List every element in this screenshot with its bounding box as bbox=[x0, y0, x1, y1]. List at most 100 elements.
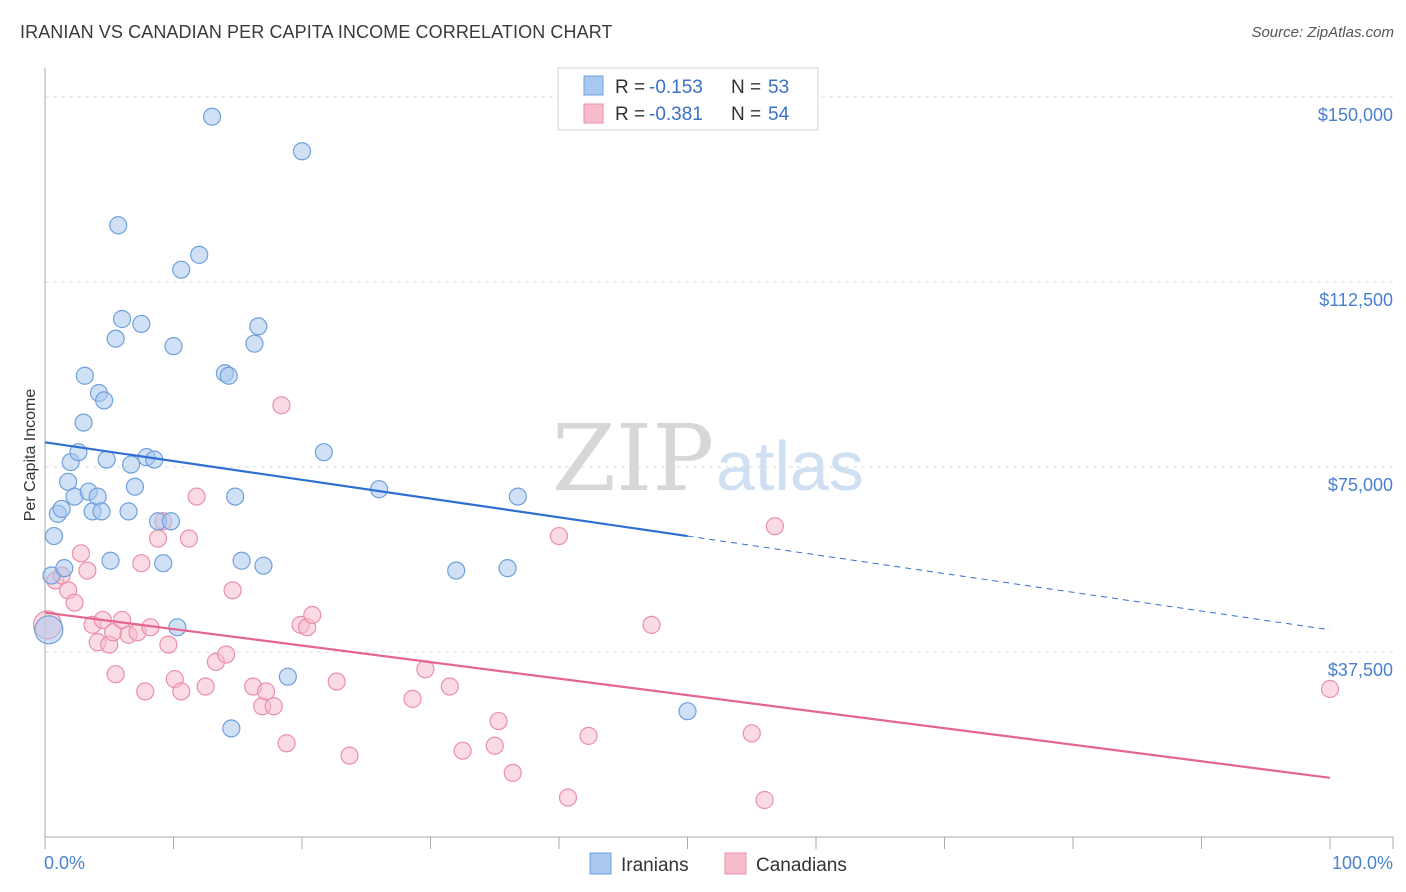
iranian-point-41 bbox=[232, 551, 251, 570]
iranian-point-42 bbox=[245, 334, 264, 353]
iranian-point-34 bbox=[172, 260, 191, 279]
canadian-point-47 bbox=[503, 763, 522, 782]
iranian-point-46 bbox=[292, 142, 312, 161]
iranian-point-43 bbox=[249, 317, 268, 336]
iranian-point-32 bbox=[164, 337, 183, 356]
iranian-point-19 bbox=[101, 551, 120, 570]
iranian-point-5 bbox=[55, 559, 74, 578]
iranian-point-0 bbox=[34, 615, 64, 645]
bottom-legend: Iranians Canadians bbox=[589, 852, 847, 876]
iranian-point-36 bbox=[202, 107, 222, 126]
legend-n-value-2: 54 bbox=[768, 104, 790, 125]
chart-title: IRANIAN VS CANADIAN PER CAPITA INCOME CO… bbox=[20, 22, 613, 42]
iranian-trend-extension bbox=[687, 535, 1331, 631]
canadian-point-4 bbox=[65, 593, 84, 612]
data-points bbox=[32, 107, 1340, 810]
iranian-point-50 bbox=[498, 559, 517, 578]
legend-n-label-2: N = bbox=[731, 104, 761, 125]
iranian-point-49 bbox=[447, 561, 466, 580]
iranian-point-21 bbox=[109, 216, 128, 235]
iranian-point-22 bbox=[112, 309, 132, 329]
iranian-point-51 bbox=[508, 487, 527, 506]
iranian-point-16 bbox=[92, 502, 111, 521]
iranian-point-23 bbox=[119, 502, 138, 521]
canadian-point-33 bbox=[264, 697, 283, 716]
canadian-point-44 bbox=[453, 741, 472, 760]
iranian-point-38 bbox=[219, 366, 238, 385]
legend-r-label-2: R = bbox=[615, 104, 645, 125]
iranian-point-4 bbox=[52, 499, 71, 519]
canadian-point-46 bbox=[489, 711, 508, 731]
trend-lines bbox=[44, 441, 1331, 779]
legend-r-value-2: -0.381 bbox=[649, 104, 703, 125]
x-tick-label-0: 0.0% bbox=[44, 853, 85, 873]
y-tick-label-2: $112,500 bbox=[1319, 290, 1393, 310]
iranian-point-47 bbox=[314, 443, 333, 462]
watermark-atlas: atlas bbox=[716, 427, 864, 505]
iranian-point-35 bbox=[190, 245, 209, 264]
legend-r-value-1: -0.153 bbox=[649, 77, 703, 98]
canadian-point-6 bbox=[78, 561, 97, 580]
canadian-trend-line bbox=[44, 611, 1331, 779]
iranian-point-44 bbox=[254, 556, 273, 575]
iranian-point-52 bbox=[678, 702, 697, 721]
canadian-point-48 bbox=[549, 526, 569, 546]
iranian-point-40 bbox=[226, 487, 245, 506]
canadian-point-28 bbox=[217, 645, 236, 664]
canadian-point-55 bbox=[1320, 679, 1340, 699]
canadian-point-24 bbox=[179, 529, 199, 548]
iranian-point-11 bbox=[75, 366, 94, 385]
iranian-point-2 bbox=[44, 526, 64, 546]
legend-r-label-1: R = bbox=[615, 77, 645, 98]
legend-swatch-canadians bbox=[583, 103, 604, 124]
canadian-point-23 bbox=[172, 682, 191, 701]
iranian-trend-line bbox=[44, 441, 688, 538]
canadian-point-45 bbox=[485, 736, 504, 755]
iranian-point-31 bbox=[161, 512, 181, 531]
source-label: Source: ZipAtlas.com bbox=[1251, 24, 1394, 41]
grid-lines bbox=[45, 96, 1393, 653]
legend-swatch-iranians bbox=[583, 75, 604, 96]
canadian-point-29 bbox=[223, 581, 242, 600]
canadian-point-19 bbox=[148, 529, 168, 548]
iranian-point-17 bbox=[95, 391, 114, 410]
y-tick-label-3: $150,000 bbox=[1318, 105, 1393, 125]
iranian-point-30 bbox=[154, 554, 173, 573]
canadian-point-25 bbox=[187, 487, 206, 506]
canadian-point-17 bbox=[136, 682, 155, 701]
canadian-point-49 bbox=[558, 788, 578, 807]
canadian-point-21 bbox=[159, 635, 178, 654]
iranian-point-45 bbox=[278, 667, 297, 686]
bottom-legend-label-canadians: Canadians bbox=[756, 855, 847, 876]
canadian-point-43 bbox=[440, 677, 459, 696]
canadian-point-40 bbox=[340, 746, 359, 765]
canadian-point-26 bbox=[196, 677, 215, 696]
iranian-point-26 bbox=[132, 314, 151, 334]
bottom-legend-label-iranians: Iranians bbox=[621, 855, 689, 876]
y-tick-label-1: $75,000 bbox=[1328, 475, 1393, 495]
iranian-point-39 bbox=[222, 719, 241, 738]
canadian-point-51 bbox=[642, 615, 661, 634]
iranian-point-25 bbox=[125, 477, 145, 496]
canadian-point-12 bbox=[106, 665, 125, 684]
watermark: ZIP atlas bbox=[552, 405, 864, 512]
y-axis-label: Per Capita Income bbox=[22, 389, 39, 522]
x-tick-labels: 0.0% 100.0% bbox=[44, 853, 1393, 873]
canadian-point-35 bbox=[277, 734, 296, 753]
watermark-zip: ZIP bbox=[552, 405, 714, 512]
canadian-point-52 bbox=[742, 724, 761, 743]
iranian-point-24 bbox=[121, 455, 141, 474]
canadian-point-39 bbox=[327, 672, 346, 691]
canadian-point-54 bbox=[765, 517, 784, 536]
iranian-point-10 bbox=[74, 413, 93, 432]
canadian-point-41 bbox=[403, 689, 422, 708]
iranian-point-18 bbox=[97, 450, 116, 469]
iranian-point-33 bbox=[168, 618, 187, 637]
canadian-point-34 bbox=[272, 396, 291, 415]
canadian-point-50 bbox=[579, 726, 598, 745]
bottom-legend-swatch-iranians bbox=[589, 852, 612, 875]
x-tick-label-1: 100.0% bbox=[1332, 853, 1393, 873]
canadian-point-32 bbox=[256, 682, 276, 701]
legend-n-value-1: 53 bbox=[768, 77, 789, 98]
